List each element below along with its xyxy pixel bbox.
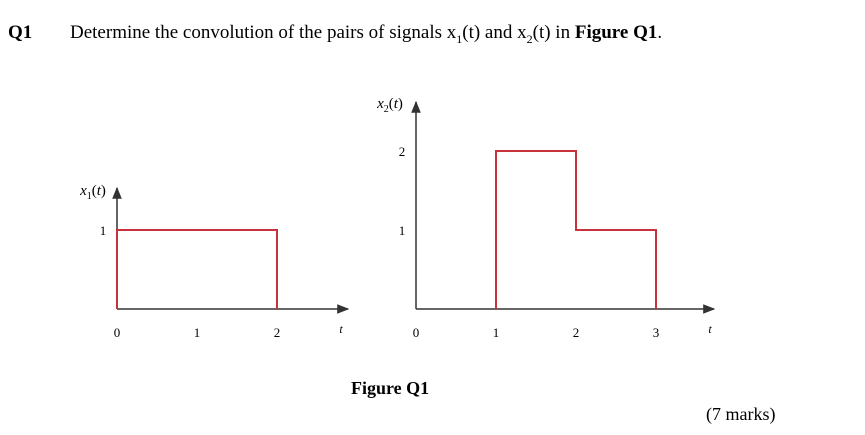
question-text-part: . [657,22,663,43]
question-text: Determine the convolution of the pairs o… [70,22,662,47]
x-tick-label: 2 [573,325,580,340]
y-axis-label: x1(t) [79,183,106,202]
y-tick-label: 1 [100,223,107,238]
x-tick-label: 1 [493,325,500,340]
y-tick-label: 1 [399,223,406,238]
subscript-1: 1 [456,31,463,46]
x-tick-label: 1 [194,325,201,340]
x-axis-label: t [339,322,343,336]
question-number: Q1 [8,22,33,43]
question-text-part: Determine the convolution of the pairs o… [70,22,457,43]
question-text-part: (t) in [532,22,575,43]
x-tick-label: 0 [114,325,121,340]
plot-x2: 0 1 2 3 1 2 t x2(t) [376,96,716,340]
subscript-2: 2 [526,31,533,46]
figure-reference: Figure Q1 [574,22,658,43]
plot-x1: 0 1 2 1 t x1(t) [79,183,350,340]
x-tick-label: 0 [413,325,420,340]
x-axis-label: t [708,322,712,336]
x-tick-label: 2 [274,325,281,340]
marks-label: (7 marks) [706,404,776,424]
signal-line [495,150,657,309]
x-tick-label: 3 [653,325,660,340]
signal-line [116,229,278,309]
question-text-part: (t) and x [462,22,527,43]
y-axis-label: x2(t) [376,96,403,115]
y-tick-label: 2 [399,144,406,159]
figure-caption: Figure Q1 [351,378,430,398]
